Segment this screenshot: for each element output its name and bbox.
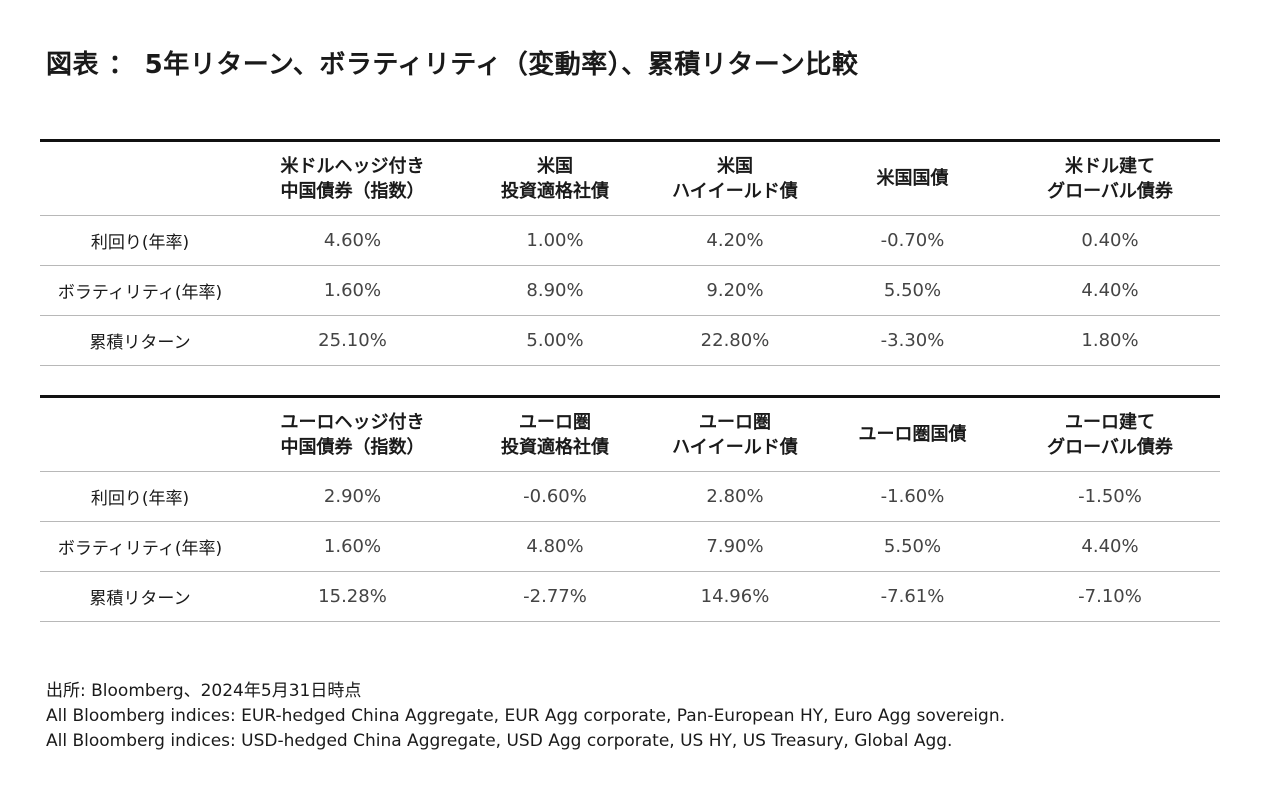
table-cell: 22.80%: [700, 330, 770, 351]
table-cell: 1.00%: [526, 230, 584, 251]
table-cell: 5.00%: [526, 330, 584, 351]
usd-indices-note: All Bloomberg indices: USD-hedged China …: [46, 731, 953, 751]
table-cell: -0.60%: [523, 486, 587, 507]
table-row: 利回り(年率) 2.90% -0.60% 2.80% -1.60% -1.50%: [40, 472, 1220, 522]
column-header: 米ドルヘッジ付き 中国債券（指数）: [280, 155, 425, 202]
table-row: ボラティリティ(年率) 1.60% 8.90% 9.20% 5.50% 4.40…: [40, 266, 1220, 316]
table-cell: 1.60%: [323, 280, 382, 301]
table-cell: 4.80%: [526, 536, 584, 557]
table-cell: 1.80%: [1081, 330, 1139, 351]
eur-indices-note: All Bloomberg indices: EUR-hedged China …: [46, 706, 1006, 726]
table-cell: 2.90%: [323, 486, 382, 507]
source-note: 出所: Bloomberg、2024年5月31日時点: [46, 681, 362, 701]
table-cell: -1.60%: [880, 486, 945, 507]
table-cell: 4.40%: [1081, 280, 1139, 301]
table-row: 利回り(年率) 4.60% 1.00% 4.20% -0.70% 0.40%: [40, 216, 1220, 266]
table-cell: 5.50%: [883, 280, 942, 301]
table-cell: 14.96%: [700, 586, 770, 607]
eur-comparison-table: ユーロヘッジ付き 中国債券（指数） ユーロ圏 投資適格社債 ユーロ圏 ハイイールド債 …: [40, 395, 1220, 622]
table-cell: -1.50%: [1078, 486, 1142, 507]
column-header: 米国 ハイイールド債: [672, 155, 798, 202]
table-cell: -7.10%: [1078, 586, 1142, 607]
table-cell: 5.50%: [883, 536, 942, 557]
table-row: 累積リターン 25.10% 5.00% 22.80% -3.30% 1.80%: [40, 316, 1220, 366]
table-cell: 15.28%: [318, 586, 387, 607]
column-header: ユーロ建て グローバル債券: [1047, 411, 1173, 458]
table-header-row: 米ドルヘッジ付き 中国債券（指数） 米国 投資適格社債 米国 ハイイールド債 米国国債…: [40, 140, 1220, 216]
row-label: ボラティリティ(年率): [57, 539, 223, 559]
table-cell: -2.77%: [523, 586, 587, 607]
column-header: ユーロ圏 投資適格社債: [501, 411, 609, 458]
table-cell: 25.10%: [318, 330, 387, 351]
row-label: 利回り(年率): [90, 489, 190, 509]
table-cell: -3.30%: [880, 330, 945, 351]
row-label-header: [40, 141, 240, 216]
table-cell: 7.90%: [706, 536, 764, 557]
column-header: 米国 投資適格社債: [501, 155, 609, 202]
row-label: 利回り(年率): [90, 233, 190, 253]
row-label: 累積リターン: [89, 589, 191, 609]
column-header: ユーロヘッジ付き 中国債券（指数）: [280, 411, 425, 458]
row-label-header: [40, 397, 240, 472]
usd-comparison-table: 米ドルヘッジ付き 中国債券（指数） 米国 投資適格社債 米国 ハイイールド債 米国国債…: [40, 139, 1220, 366]
table-cell: 0.40%: [1081, 230, 1139, 251]
table-header-row: ユーロヘッジ付き 中国債券（指数） ユーロ圏 投資適格社債 ユーロ圏 ハイイールド債 …: [40, 396, 1220, 472]
column-header: ユーロ圏国債: [858, 424, 967, 445]
table-cell: 1.60%: [323, 536, 382, 557]
table-cell: 4.20%: [706, 230, 764, 251]
column-header: 米国国債: [876, 168, 949, 189]
source-notes: 出所: Bloomberg、2024年5月31日時点 All Bloomberg…: [46, 679, 1005, 754]
table-row: ボラティリティ(年率) 1.60% 4.80% 7.90% 5.50% 4.40…: [40, 522, 1220, 572]
page-title: 図表 ： 5年リターン、ボラティリティ（変動率）、累積リターン比較: [46, 50, 859, 80]
row-label: ボラティリティ(年率): [57, 283, 223, 303]
column-header: ユーロ圏 ハイイールド債: [672, 411, 798, 458]
table-cell: 2.80%: [706, 486, 764, 507]
table-row: 累積リターン 15.28% -2.77% 14.96% -7.61% -7.10…: [40, 572, 1220, 622]
table-cell: 9.20%: [706, 280, 764, 301]
table-cell: -0.70%: [880, 230, 945, 251]
row-label: 累積リターン: [89, 333, 191, 353]
column-header: 米ドル建て グローバル債券: [1047, 155, 1173, 202]
table-cell: -7.61%: [880, 586, 945, 607]
table-cell: 4.60%: [323, 230, 382, 251]
table-cell: 8.90%: [526, 280, 584, 301]
table-cell: 4.40%: [1081, 536, 1139, 557]
